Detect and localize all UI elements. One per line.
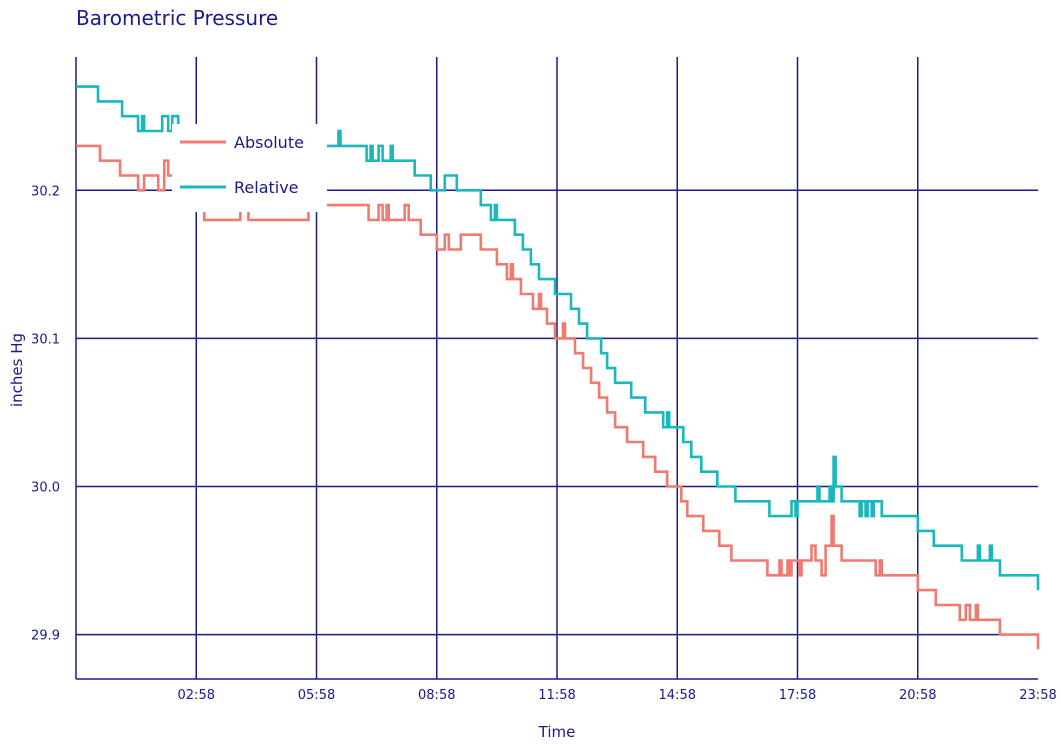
legend-label-relative: Relative [234, 178, 299, 197]
x-tick-label: 23:58 [1019, 688, 1056, 703]
series-line-relative [76, 85, 1040, 591]
y-tick-label: 30.1 [31, 332, 60, 347]
x-tick-labels: 02:58 05:58 08:58 11:58 14:58 17:58 20:58 23:58 [178, 688, 1057, 703]
legend-background [172, 124, 327, 212]
y-axis-label: inches Hg [8, 333, 26, 407]
legend: Absolute Relative [172, 124, 327, 212]
chart-title: Barometric Pressure [76, 6, 279, 30]
x-tick-label: 17:58 [779, 688, 816, 703]
x-tick-label: 02:58 [178, 688, 215, 703]
x-tick-label: 11:58 [538, 688, 575, 703]
x-tick-label: 20:58 [899, 688, 936, 703]
x-tick-label: 08:58 [418, 688, 455, 703]
axes [75, 57, 1038, 680]
x-tick-label: 05:58 [298, 688, 335, 703]
y-tick-labels: 29.9 30.0 30.1 30.2 [31, 184, 60, 643]
x-tick-label: 14:58 [659, 688, 696, 703]
x-axis-label: Time [538, 723, 576, 741]
y-tick-label: 29.9 [31, 629, 60, 644]
y-tick-label: 30.2 [31, 184, 60, 199]
y-tick-label: 30.0 [31, 480, 60, 495]
legend-label-absolute: Absolute [234, 133, 304, 152]
